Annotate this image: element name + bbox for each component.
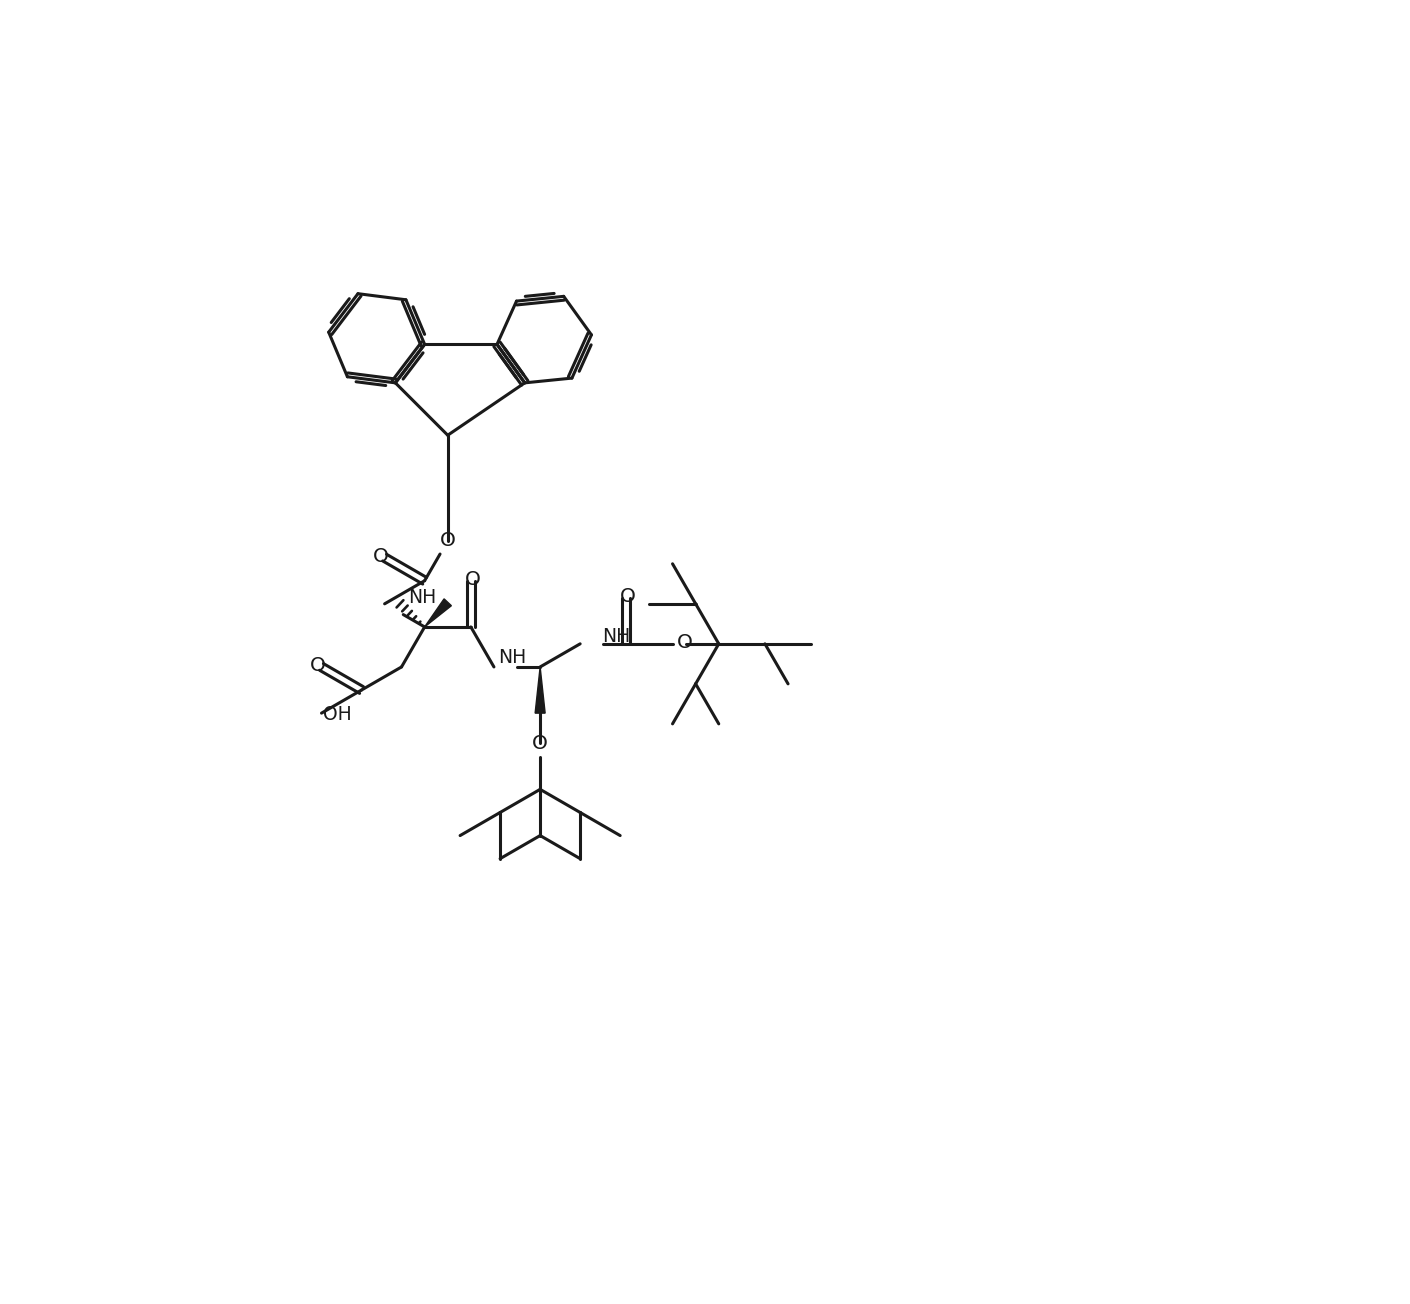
Text: O: O [620,587,636,605]
Text: NH: NH [602,627,630,645]
Text: O: O [532,734,548,752]
Text: O: O [464,570,481,588]
Text: NH: NH [407,588,436,608]
Text: O: O [372,546,389,566]
Polygon shape [424,599,451,627]
Text: O: O [310,656,326,675]
Text: NH: NH [498,648,526,668]
Text: O: O [440,531,455,550]
Polygon shape [536,666,546,713]
Text: OH: OH [323,705,352,724]
Text: O: O [677,632,692,652]
